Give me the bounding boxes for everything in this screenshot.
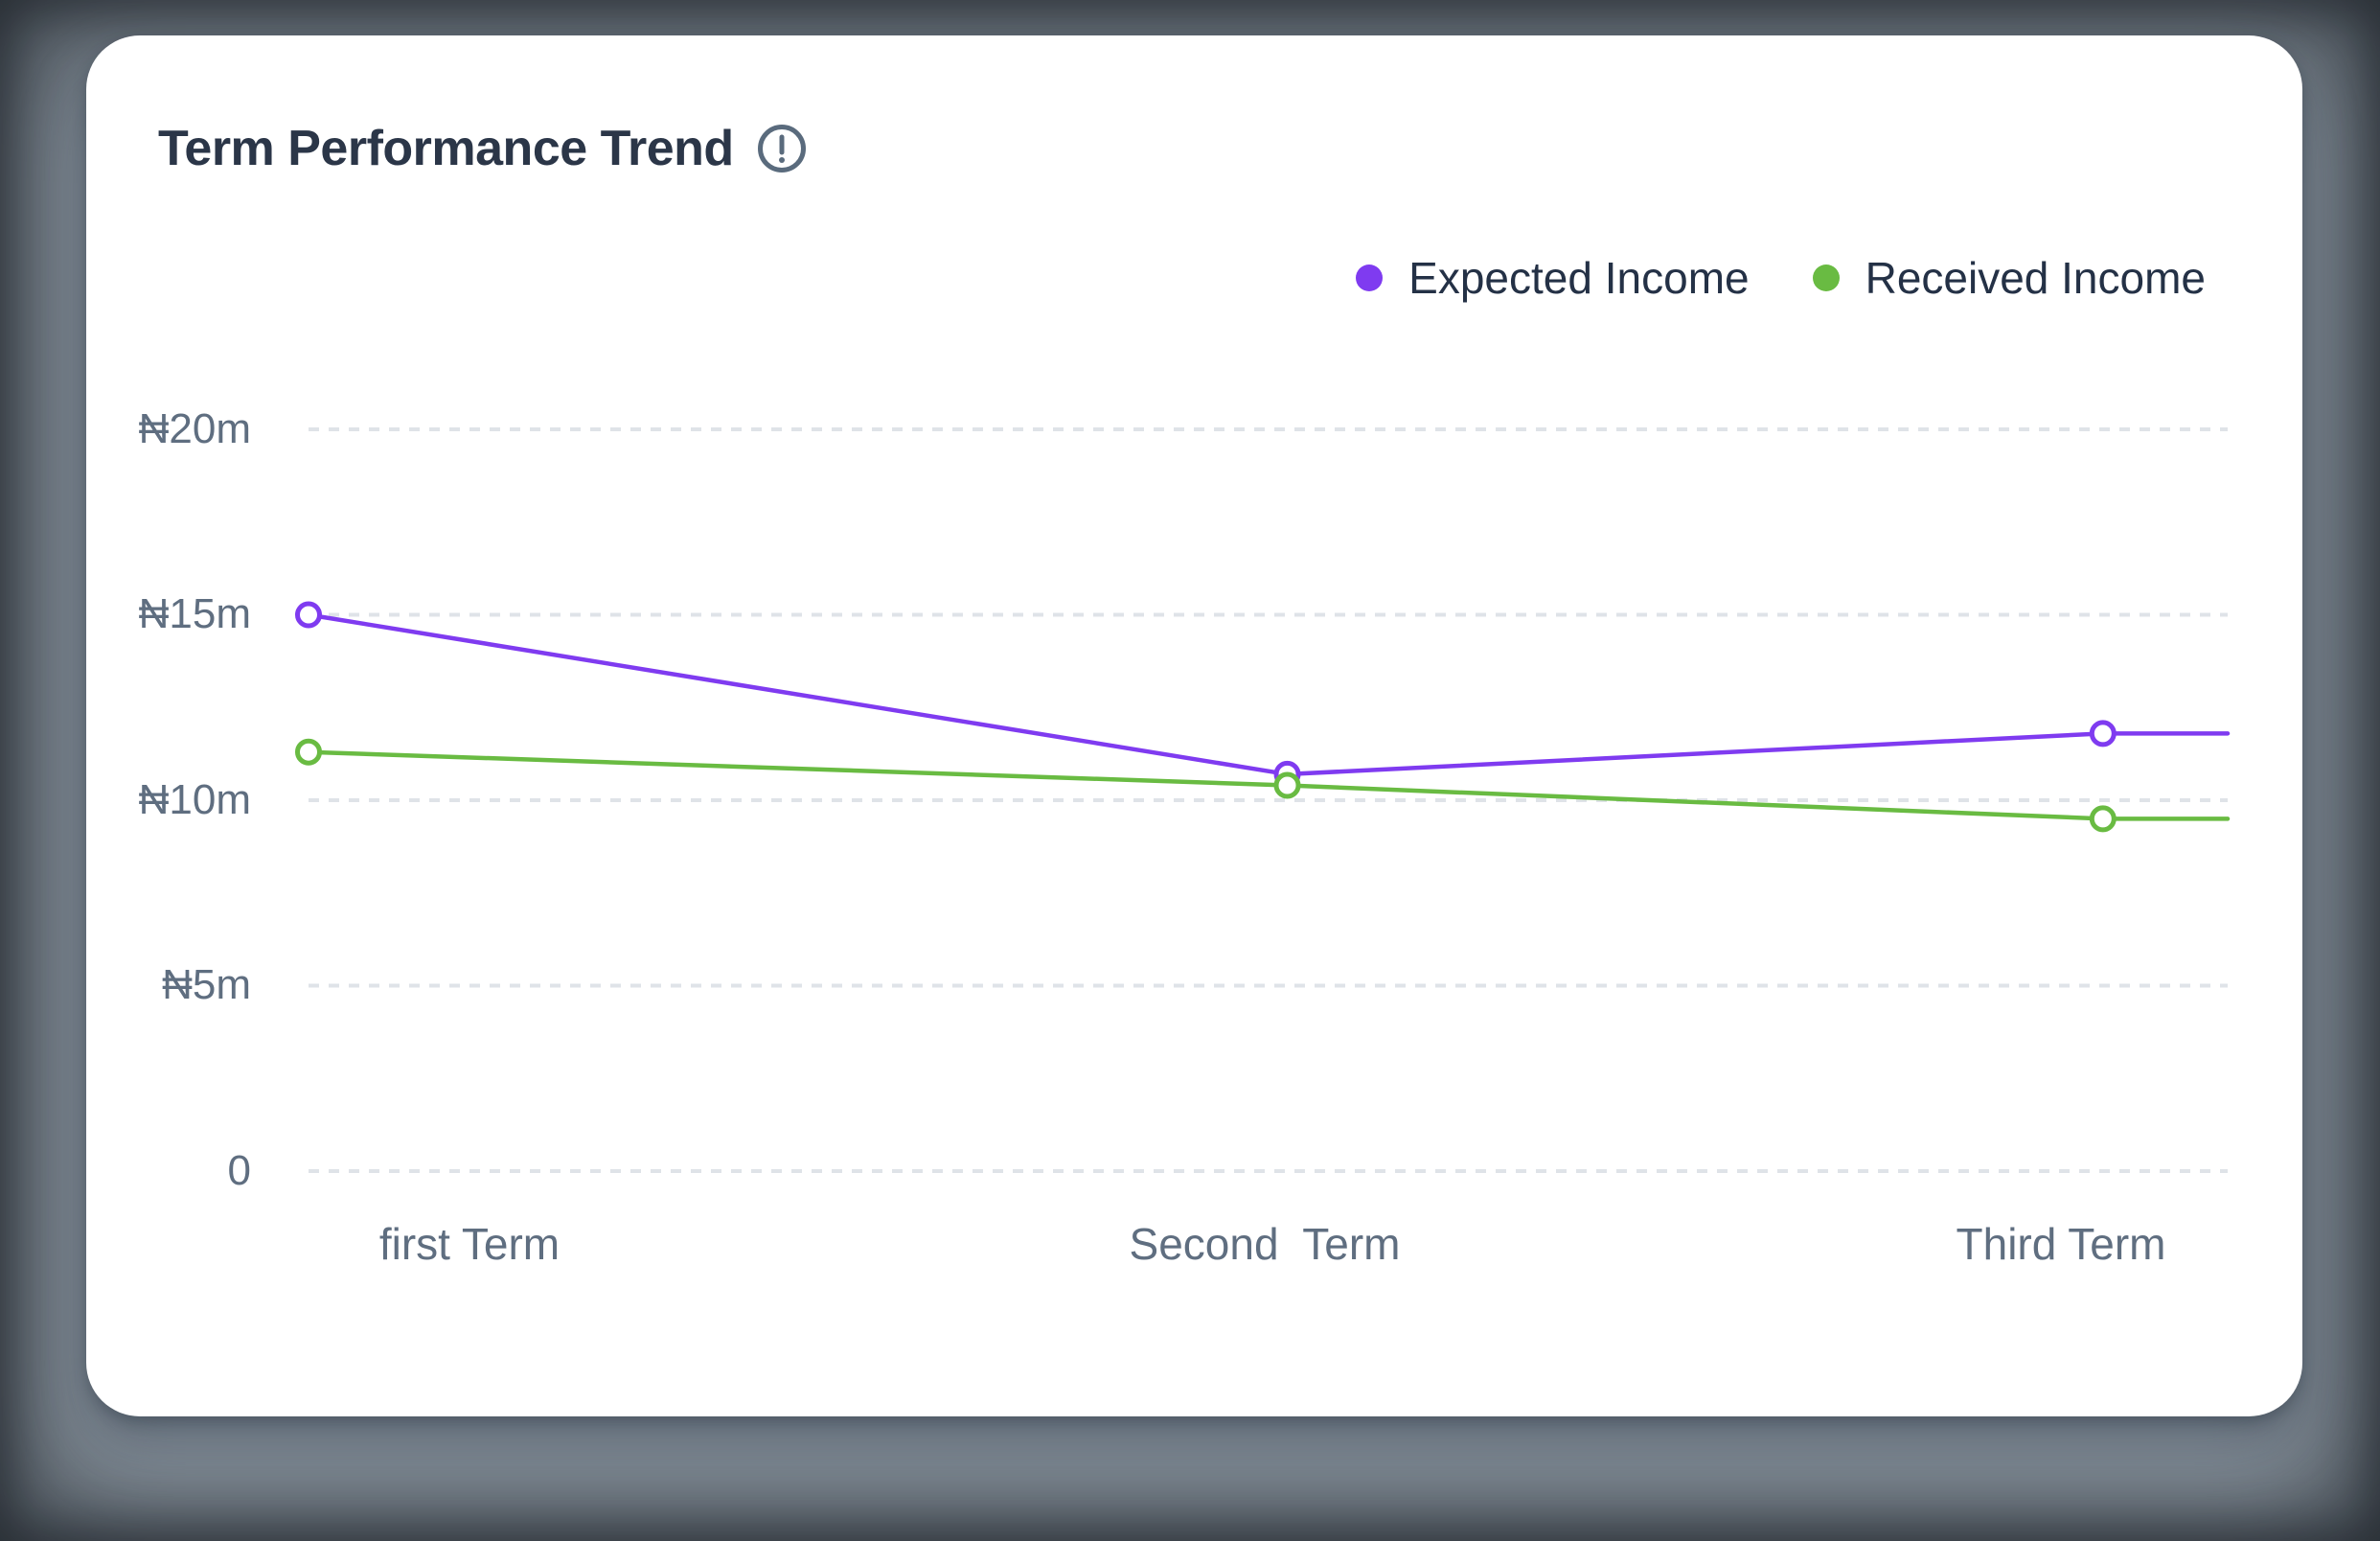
data-point-marker[interactable] [2089, 720, 2117, 748]
line-chart-canvas [295, 427, 2231, 1173]
chart-legend: Expected Income Received Income [1356, 252, 2206, 304]
data-point-marker[interactable] [295, 601, 322, 629]
chart-card: Term Performance Trend Expected Income R… [86, 35, 2302, 1416]
data-point-marker[interactable] [2089, 805, 2117, 833]
page-title: Term Performance Trend [158, 121, 734, 176]
y-axis-tick-15m: ₦15m [138, 590, 251, 637]
x-axis-label-third-term: Third Term [1956, 1219, 2166, 1269]
legend-dot-expected-icon [1356, 264, 1384, 291]
data-point-marker[interactable] [1273, 771, 1301, 799]
legend-dot-received-icon [1812, 264, 1840, 291]
legend-label-received: Received Income [1865, 253, 2206, 303]
y-axis-tick-5m: ₦5m [162, 961, 251, 1008]
series-line [306, 612, 2231, 777]
x-axis-label-first-term: first Term [378, 1219, 561, 1269]
series-line [306, 749, 2231, 821]
legend-item-received-income[interactable]: Received Income [1812, 252, 2206, 304]
legend-label-expected: Expected Income [1408, 253, 1750, 303]
card-header: Term Performance Trend [158, 119, 807, 178]
y-axis-tick-0: 0 [227, 1147, 251, 1194]
y-axis-tick-20m: ₦20m [138, 405, 251, 452]
x-axis-label-second-term: Second Term [1129, 1219, 1401, 1269]
y-axis-tick-10m: ₦10m [138, 776, 251, 823]
data-point-marker[interactable] [295, 738, 322, 766]
alert-circle-icon[interactable] [757, 124, 807, 173]
legend-item-expected-income[interactable]: Expected Income [1356, 252, 1750, 304]
